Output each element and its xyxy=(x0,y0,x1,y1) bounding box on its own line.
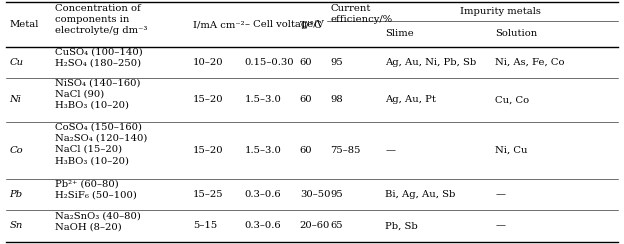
Text: 95: 95 xyxy=(330,190,343,199)
Text: Current
efficiency/%: Current efficiency/% xyxy=(330,4,392,24)
Text: 15–25: 15–25 xyxy=(193,190,223,199)
Text: Ni, As, Fe, Co: Ni, As, Fe, Co xyxy=(495,58,565,67)
Text: 5–15: 5–15 xyxy=(193,222,217,230)
Text: 10–20: 10–20 xyxy=(193,58,223,67)
Text: —: — xyxy=(495,190,505,199)
Text: Metal: Metal xyxy=(9,20,39,29)
Text: 75–85: 75–85 xyxy=(330,146,361,155)
Text: Sn: Sn xyxy=(9,222,22,230)
Text: 1.5–3.0: 1.5–3.0 xyxy=(245,146,281,155)
Text: 30–50: 30–50 xyxy=(300,190,330,199)
Text: CoSO₄ (150–160)
Na₂SO₄ (120–140)
NaCl (15–20)
H₃BO₃ (10–20): CoSO₄ (150–160) Na₂SO₄ (120–140) NaCl (1… xyxy=(55,123,147,165)
Text: Pb, Sb: Pb, Sb xyxy=(386,222,418,230)
Text: Concentration of
components in
electrolyte/g dm⁻³: Concentration of components in electroly… xyxy=(55,4,147,35)
Text: 60: 60 xyxy=(300,146,313,155)
Text: Ni, Cu: Ni, Cu xyxy=(495,146,528,155)
Text: NiSO₄ (140–160)
NaCl (90)
H₃BO₃ (10–20): NiSO₄ (140–160) NaCl (90) H₃BO₃ (10–20) xyxy=(55,79,140,110)
Text: Cu, Co: Cu, Co xyxy=(495,95,530,104)
Text: Co: Co xyxy=(9,146,23,155)
Text: Impurity metals: Impurity metals xyxy=(460,7,540,16)
Text: Slime: Slime xyxy=(386,29,414,38)
Text: 15–20: 15–20 xyxy=(193,95,223,104)
Text: 0.3–0.6: 0.3–0.6 xyxy=(245,190,281,199)
Text: —: — xyxy=(495,222,505,230)
Text: Solution: Solution xyxy=(495,29,538,38)
Text: 60: 60 xyxy=(300,58,313,67)
Text: Pb: Pb xyxy=(9,190,22,199)
Text: 15–20: 15–20 xyxy=(193,146,223,155)
Text: Cu: Cu xyxy=(9,58,24,67)
Text: 95: 95 xyxy=(330,58,343,67)
Text: 98: 98 xyxy=(330,95,343,104)
Text: 60: 60 xyxy=(300,95,313,104)
Text: – Cell voltage/V: – Cell voltage/V xyxy=(245,20,324,29)
Text: 1.5–3.0: 1.5–3.0 xyxy=(245,95,281,104)
Text: Pb²⁺ (60–80)
H₂SiF₆ (50–100): Pb²⁺ (60–80) H₂SiF₆ (50–100) xyxy=(55,180,137,200)
Text: Ag, Au, Pt: Ag, Au, Pt xyxy=(386,95,436,104)
Text: 20–60: 20–60 xyxy=(300,222,330,230)
Text: CuSO₄ (100–140)
H₂SO₄ (180–250): CuSO₄ (100–140) H₂SO₄ (180–250) xyxy=(55,47,143,68)
Text: I/mA cm⁻²: I/mA cm⁻² xyxy=(193,20,245,29)
Text: 0.15–0.30: 0.15–0.30 xyxy=(245,58,295,67)
Text: Bi, Ag, Au, Sb: Bi, Ag, Au, Sb xyxy=(386,190,456,199)
Text: Ni: Ni xyxy=(9,95,21,104)
Text: Ag, Au, Ni, Pb, Sb: Ag, Au, Ni, Pb, Sb xyxy=(386,58,477,67)
Text: —: — xyxy=(386,146,396,155)
Text: T/°C: T/°C xyxy=(300,20,323,29)
Text: 65: 65 xyxy=(330,222,343,230)
Text: Na₂SnO₃ (40–80)
NaOH (8–20): Na₂SnO₃ (40–80) NaOH (8–20) xyxy=(55,211,141,231)
Text: 0.3–0.6: 0.3–0.6 xyxy=(245,222,281,230)
